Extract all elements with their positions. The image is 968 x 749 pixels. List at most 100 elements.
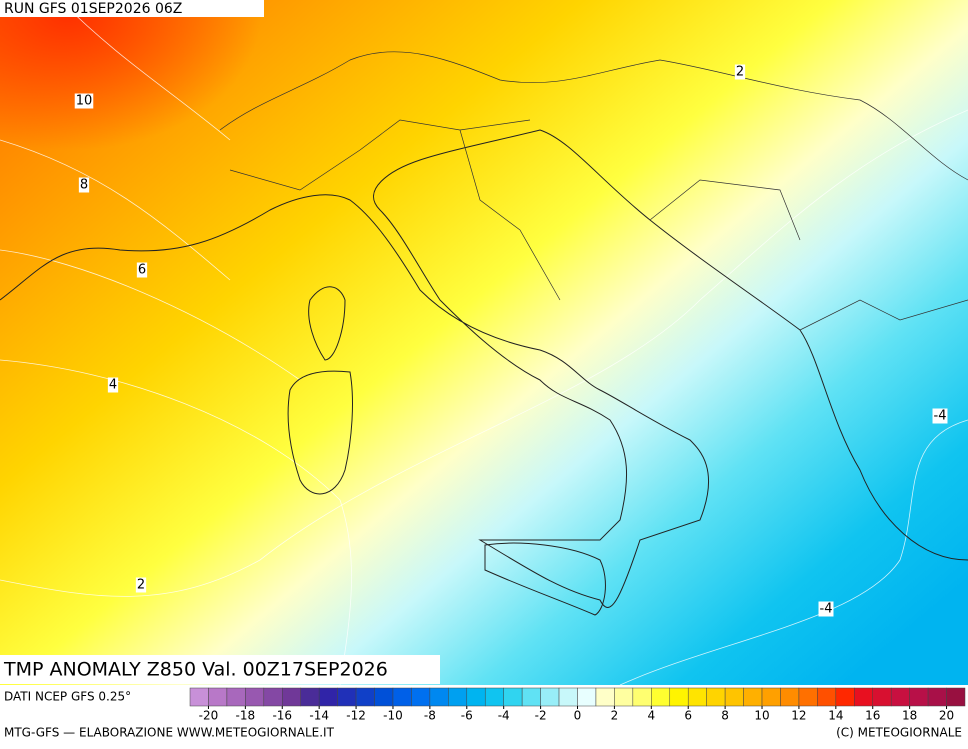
contour-label: 10 (76, 94, 93, 109)
map (0, 0, 968, 686)
coastline-corsica (308, 286, 346, 361)
colorbar-cell (946, 687, 966, 707)
colorbar-tick-label: 10 (754, 709, 769, 723)
colorbar-cell (355, 687, 375, 707)
colorbar-cell (724, 687, 744, 707)
colorbar-cell (577, 687, 597, 707)
isoline (0, 359, 352, 686)
contour-label-bg (74, 93, 94, 109)
contour-label: 4 (109, 378, 117, 393)
colorbar-cell (318, 687, 338, 707)
colorbar-tick-label: -10 (383, 709, 403, 723)
colorbar-tick-label: -20 (199, 709, 219, 723)
colorbar-cell (595, 687, 615, 707)
colorbar-cell (687, 687, 707, 707)
colorbar-cell (614, 687, 634, 707)
contour-label-bg (932, 408, 948, 424)
colorbar-cell (817, 687, 837, 707)
colorbar-tick-label: 2 (611, 709, 619, 723)
colorbar-tick-label: -16 (272, 709, 292, 723)
isoline (0, 249, 301, 381)
footer-left: MTG-GFS — ELABORAZIONE WWW.METEOGIORNALE… (4, 726, 335, 740)
colorbar-cell (411, 687, 431, 707)
colorbar-cell (208, 687, 228, 707)
coastline-sicily (484, 542, 606, 616)
colorbar-tick-label: 16 (865, 709, 880, 723)
contour-label-bg (734, 64, 746, 80)
colorbar-cell (780, 687, 800, 707)
title-box (0, 655, 440, 684)
colorbar-cell (484, 687, 504, 707)
colorbar-cell (263, 687, 283, 707)
run-box (0, 0, 264, 17)
colorbar-cell (651, 687, 671, 707)
colorbar-tick-label: -8 (424, 709, 436, 723)
colorbar-cell (632, 687, 652, 707)
colorbar-tick-label: 18 (902, 709, 917, 723)
colorbar-cell (706, 687, 726, 707)
contour-label-bg (818, 601, 834, 617)
isoline (0, 139, 231, 281)
colorbar-tick-label: 4 (647, 709, 655, 723)
colorbar-tick-label: -2 (535, 709, 547, 723)
contour-label: -4 (820, 602, 833, 617)
colorbar-tick-label: -14 (309, 709, 329, 723)
colorbar-cell (189, 687, 209, 707)
colorbar-tick-label: -4 (498, 709, 510, 723)
colorbar-cell (282, 687, 301, 707)
coastline (0, 129, 968, 608)
colorbar-cell (872, 687, 892, 707)
isoline (59, 0, 231, 141)
coastline-sardinia (287, 370, 353, 495)
colorbar-cell (429, 687, 449, 707)
colorbar-cell (558, 687, 578, 707)
colorbar-cell (835, 687, 855, 707)
source-label: DATI NCEP GFS 0.25° (4, 690, 131, 704)
colorbar: -20 -18 -16 -14 -12 -10 -8 -6 -4 -2 0 2 4 6 8 10 12 14 16 1… (189, 687, 966, 723)
contour-label-bg (78, 177, 90, 193)
contour-label: 2 (736, 65, 744, 80)
contour-label-bg (135, 577, 147, 593)
contour-label-bg (136, 262, 148, 278)
colorbar-tick-label: 8 (721, 709, 729, 723)
colorbar-cell (540, 687, 560, 707)
contour-label: 6 (138, 263, 146, 278)
colorbar-cell (743, 687, 763, 707)
contour-label: -4 (934, 409, 947, 424)
colorbar-tick-label: -18 (236, 709, 256, 723)
colorbar-tick-label: -6 (461, 709, 473, 723)
run-label: RUN GFS 01SEP2026 06Z (4, 1, 182, 17)
colorbar-cell (300, 687, 320, 707)
colorbar-cell (890, 687, 910, 707)
contour-label: 2 (137, 578, 145, 593)
colorbar-cell (448, 687, 468, 707)
colorbar-cell (337, 687, 357, 707)
footer-right: (C) METEOGIORNALE (836, 726, 962, 740)
colorbar-cell (669, 687, 689, 707)
colorbar-tick-label: 14 (828, 709, 843, 723)
colorbar-tick-label: 12 (791, 709, 806, 723)
isoline (619, 419, 968, 686)
contour-label-bg (107, 377, 119, 393)
colorbar-cell (392, 687, 412, 707)
contour-labels: 10 8 6 4 2 2 -4 -4 (74, 64, 948, 617)
colorbar-cell (226, 687, 246, 707)
map-title: TMP ANOMALY Z850 Val. 00Z17SEP2026 (3, 659, 388, 681)
colorbar-cell (854, 687, 873, 707)
isoline (0, 109, 968, 597)
colorbar-cell (798, 687, 818, 707)
colorbar-cell (927, 687, 947, 707)
colorbar-tick-label: 0 (574, 709, 582, 723)
colorbar-cell (466, 687, 486, 707)
colorbar-cell (521, 687, 541, 707)
colorbar-cell (503, 687, 523, 707)
colorbar-tick-label: -12 (346, 709, 366, 723)
colorbar-cell (909, 687, 929, 707)
borders (219, 51, 968, 331)
colorbar-tick-label: 20 (939, 709, 954, 723)
colorbar-tick-label: 6 (684, 709, 692, 723)
contour-label: 8 (80, 178, 88, 193)
colorbar-cell (245, 687, 265, 707)
